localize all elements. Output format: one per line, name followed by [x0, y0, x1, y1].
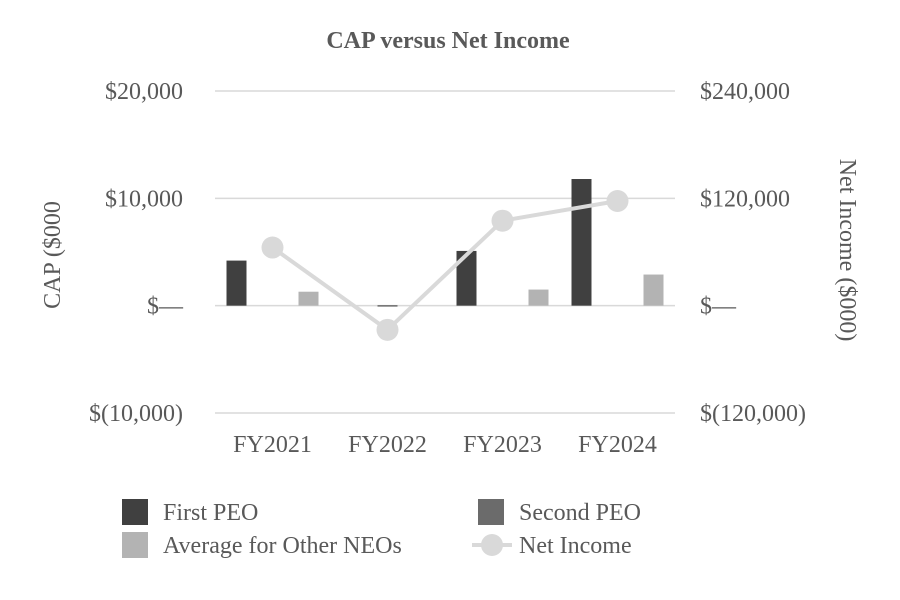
bar-average-for-other-neos [643, 274, 664, 306]
bar-first-peo [456, 250, 477, 306]
x-tick-label: FY2022 [348, 432, 427, 458]
bar-average-for-other-neos [298, 291, 319, 306]
net-income-line [261, 190, 629, 341]
left-tick-label: $— [147, 294, 184, 320]
legend: First PEO Second PEO Average for Other NEO… [122, 499, 641, 559]
gridlines [215, 90, 675, 414]
left-tick-label: $(10,000) [89, 401, 183, 427]
net-income-point [376, 318, 399, 341]
x-tick-label: FY2021 [233, 432, 312, 458]
left-tick-label: $10,000 [105, 186, 183, 212]
legend-swatch [478, 499, 504, 525]
legend-swatch [122, 532, 148, 558]
left-axis-label: CAP ($000 [40, 201, 66, 309]
legend-label: Net Income [519, 533, 632, 559]
bar-average-for-other-neos [528, 289, 549, 306]
legend-swatch-marker [481, 534, 503, 556]
x-tick-label: FY2024 [578, 432, 657, 458]
bar-second-peo [377, 305, 398, 307]
left-axis-ticks: $20,000 $10,000 $— $(10,000) [89, 79, 184, 427]
chart-title: CAP versus Net Income [326, 28, 570, 54]
right-axis-ticks: $240,000 $120,000 $— $(120,000) [700, 79, 806, 427]
legend-label: Second PEO [519, 500, 641, 526]
x-tick-label: FY2023 [463, 432, 542, 458]
right-axis-label: Net Income ($000) [834, 159, 860, 342]
right-tick-label: $— [700, 294, 737, 320]
net-income-point [261, 236, 284, 259]
legend-item: Net Income [472, 533, 632, 559]
bars [226, 179, 664, 307]
left-tick-label: $20,000 [105, 79, 183, 105]
right-tick-label: $(120,000) [700, 401, 806, 427]
net-income-point [606, 190, 629, 213]
legend-item: Average for Other NEOs [122, 532, 402, 559]
legend-item: Second PEO [478, 499, 641, 526]
legend-label: Average for Other NEOs [163, 533, 402, 559]
legend-swatch [122, 499, 148, 525]
legend-label: First PEO [163, 500, 258, 526]
right-tick-label: $240,000 [700, 79, 790, 105]
bar-first-peo [226, 260, 247, 306]
right-tick-label: $120,000 [700, 186, 790, 212]
legend-item: First PEO [122, 499, 258, 526]
net-income-series-line [271, 199, 618, 333]
x-axis-ticks: FY2021 FY2022 FY2023 FY2024 [233, 432, 657, 458]
bar-first-peo [571, 179, 592, 306]
net-income-point [491, 209, 514, 232]
